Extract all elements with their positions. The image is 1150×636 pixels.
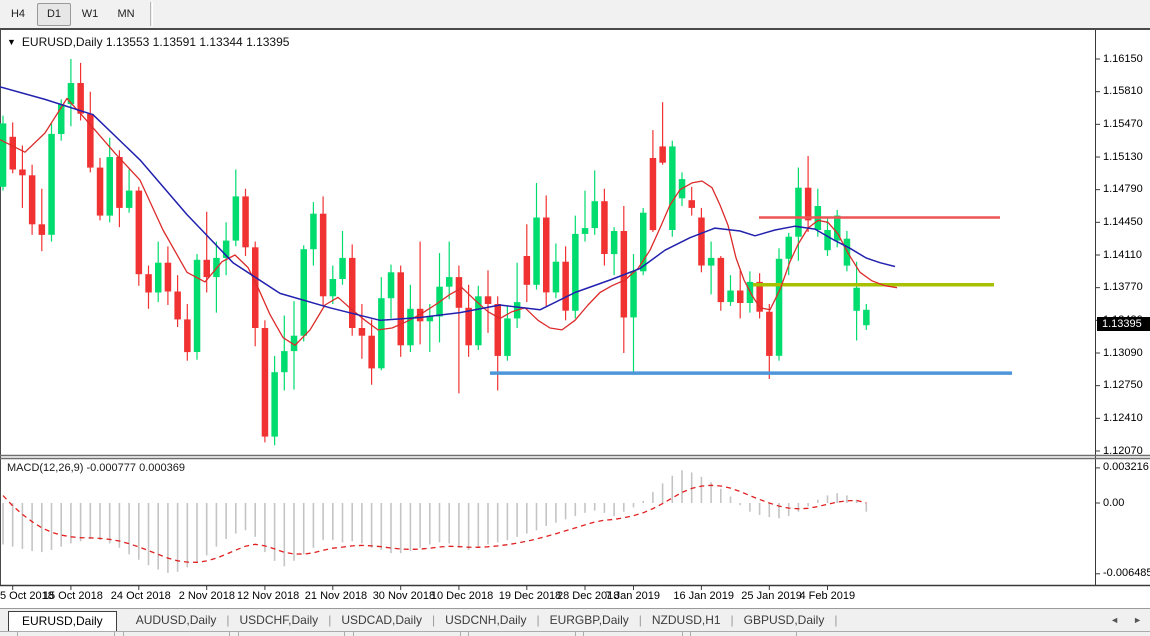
date-axis-label: 24 Oct 2018 — [110, 590, 171, 602]
groove-tick — [583, 632, 584, 636]
tab-separator: | — [638, 613, 642, 627]
tab-scroll-arrows: ◄ ► — [1110, 615, 1142, 625]
tab-usdcad-daily[interactable]: USDCAD,Daily — [341, 613, 422, 627]
symbol-dropdown-icon[interactable]: ▼ — [7, 36, 16, 47]
date-axis-label: 21 Nov 2018 — [304, 590, 368, 602]
groove-tick — [114, 632, 115, 636]
chart-tab-bar: EURUSD,Daily AUDUSD,Daily | USDCHF,Daily | US… — [0, 608, 1150, 636]
timeframe-toolbar: H4 D1 W1 MN — [0, 0, 1150, 30]
date-axis-label: 28 Dec 2018 — [557, 590, 620, 602]
price-axis-label: 1.12410 — [1103, 411, 1143, 424]
tab-eurusd-daily[interactable]: EURUSD,Daily — [8, 610, 117, 632]
price-axis-label: 1.14110 — [1103, 248, 1142, 261]
tab-separator: | — [432, 613, 436, 627]
tab-scroll-right-icon[interactable]: ► — [1133, 615, 1142, 625]
groove-tick — [682, 632, 683, 636]
timeframe-button-w1[interactable]: W1 — [81, 8, 99, 20]
chart-symbol-title: ▼ EURUSD,Daily 1.13553 1.13591 1.13344 1… — [7, 35, 289, 49]
groove-tick — [796, 632, 797, 636]
price-axis-label: 1.15470 — [1103, 117, 1143, 130]
groove-tick — [575, 632, 576, 636]
date-axis-label: 10 Dec 2018 — [430, 590, 494, 602]
date-axis-label: 25 Jan 2019 — [741, 590, 802, 602]
price-axis-label: 1.14450 — [1103, 215, 1143, 228]
timeframe-button-mn[interactable]: MN — [117, 8, 135, 20]
date-axis-label: 4 Feb 2019 — [799, 590, 856, 602]
price-axis-label: 1.13770 — [1103, 281, 1143, 294]
macd-indicator-label: MACD(12,26,9) -0.000777 0.000369 — [7, 462, 185, 474]
tab-eurgbp-daily[interactable]: EURGBP,Daily — [549, 613, 629, 627]
groove-tick — [468, 632, 469, 636]
groove-tick — [229, 632, 230, 636]
tab-usdchf-daily[interactable]: USDCHF,Daily — [239, 613, 319, 627]
date-axis-label: 12 Nov 2018 — [236, 590, 300, 602]
chart-tabs: EURUSD,Daily AUDUSD,Daily | USDCHF,Daily | US… — [0, 609, 838, 632]
tab-usdcnh-daily[interactable]: USDCNH,Daily — [445, 613, 527, 627]
tab-nzdusd-h1[interactable]: NZDUSD,H1 — [651, 613, 721, 627]
macd-axis-label: 0.003216 — [1103, 461, 1149, 474]
groove-tick — [123, 632, 124, 636]
tab-bar-groove — [0, 631, 1150, 636]
price-axis-label: 1.13090 — [1103, 346, 1143, 359]
price-axis-label: 1.15810 — [1103, 85, 1143, 98]
tab-separator: | — [834, 613, 838, 627]
symbol-quote-text: EURUSD,Daily 1.13553 1.13591 1.13344 1.1… — [21, 35, 290, 49]
groove-tick — [344, 632, 345, 636]
groove-tick — [353, 632, 354, 636]
tab-scroll-left-icon[interactable]: ◄ — [1110, 615, 1120, 625]
macd-axis-label: -0.006485 — [1103, 567, 1150, 580]
tab-audusd-daily[interactable]: AUDUSD,Daily — [135, 613, 217, 627]
macd-axis-label: 0.00 — [1103, 496, 1125, 509]
date-axis-label: 7 Jan 2019 — [605, 590, 660, 602]
tab-separator: | — [730, 613, 734, 627]
tab-separator: | — [536, 613, 540, 627]
price-axis-label: 1.12750 — [1103, 379, 1143, 392]
tab-separator: | — [226, 613, 230, 627]
price-axis-label: 1.14790 — [1103, 183, 1143, 196]
date-axis-label: 16 Jan 2019 — [673, 590, 734, 602]
date-axis-label: 30 Nov 2018 — [372, 590, 436, 602]
toolbar-separator — [150, 2, 153, 26]
date-axis-label: 5 Oct 2018 — [0, 590, 54, 602]
price-axis-label: 1.12070 — [1103, 444, 1143, 457]
groove-tick — [238, 632, 239, 636]
price-axis-label: 1.15130 — [1103, 150, 1143, 163]
date-axis-label: 2 Nov 2018 — [178, 590, 235, 602]
timeframe-button-h4[interactable]: H4 — [10, 8, 26, 20]
price-axis-label: 1.16150 — [1103, 52, 1143, 65]
tab-gbpusd-daily[interactable]: GBPUSD,Daily — [743, 613, 825, 627]
groove-tick — [17, 632, 18, 636]
groove-tick — [690, 632, 691, 636]
timeframe-button-d1[interactable]: D1 — [37, 2, 71, 26]
date-axis-label: 19 Dec 2018 — [498, 590, 562, 602]
current-price-badge: 1.13395 — [1097, 316, 1150, 331]
groove-tick — [460, 632, 461, 636]
date-axis-label: 15 Oct 2018 — [42, 590, 103, 602]
tab-separator: | — [328, 613, 332, 627]
